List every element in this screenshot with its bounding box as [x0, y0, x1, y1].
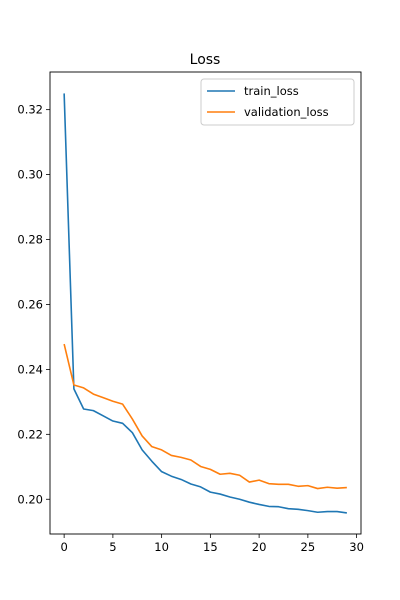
x-tick-label: 30: [349, 540, 364, 554]
x-tick-label: 20: [252, 540, 267, 554]
y-tick-label: 0.24: [17, 362, 43, 376]
x-tick-label: 15: [203, 540, 218, 554]
x-tick-label: 0: [60, 540, 67, 554]
y-tick-label: 0.22: [17, 427, 43, 441]
x-tick-label: 5: [109, 540, 116, 554]
x-tick-label: 25: [301, 540, 316, 554]
y-tick-label: 0.32: [17, 103, 43, 117]
y-tick-label: 0.20: [17, 492, 43, 506]
plot-frame: [49, 71, 362, 535]
x-tick-label: 10: [154, 540, 169, 554]
y-tick-label: 0.26: [17, 297, 43, 311]
y-tick-label: 0.30: [17, 168, 43, 182]
legend-box: [200, 78, 355, 126]
series-line-train_loss: [63, 93, 347, 514]
series-line-validation_loss: [63, 343, 347, 490]
legend-label: validation_loss: [244, 105, 329, 119]
chart-title: Loss: [190, 52, 221, 68]
y-tick-label: 0.28: [17, 233, 43, 247]
legend-label: train_loss: [244, 84, 299, 98]
